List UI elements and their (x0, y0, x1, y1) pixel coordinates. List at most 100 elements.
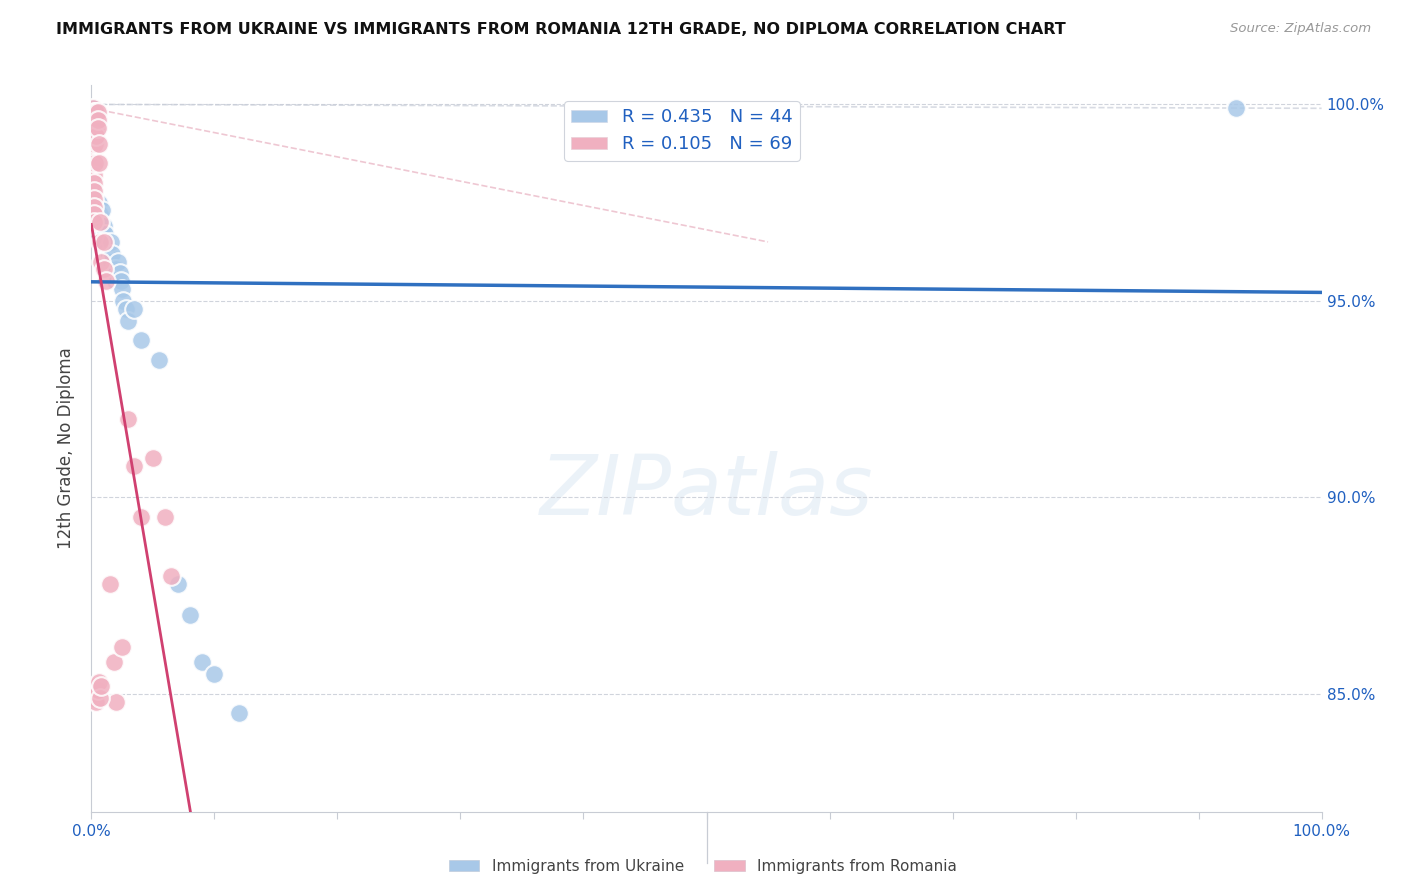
Text: Source: ZipAtlas.com: Source: ZipAtlas.com (1230, 22, 1371, 36)
Point (117, 313, 139, 327)
Point (96, 243, 118, 257)
Point (103, 262, 125, 277)
Point (83, 200, 105, 214)
Point (83, 105, 105, 120)
Point (87, 156, 110, 170)
Point (104, 274, 127, 288)
Point (82, 140, 104, 154)
Point (86, 105, 108, 120)
Point (84, 105, 107, 120)
Point (83, 192, 105, 206)
Point (83, 176, 105, 190)
Point (90, 235, 112, 249)
Point (103, 656, 125, 670)
Point (84, 105, 107, 120)
Point (86, 128, 108, 143)
Point (86, 120, 108, 135)
Point (105, 262, 127, 277)
Point (82, 105, 104, 120)
Point (82, 690, 104, 705)
Point (100, 254, 122, 268)
Point (129, 333, 152, 347)
Point (83, 128, 105, 143)
Point (84, 113, 107, 128)
Point (124, 458, 146, 473)
Point (91, 223, 114, 237)
Point (97, 246, 120, 260)
Point (84, 156, 107, 170)
Point (166, 576, 188, 591)
Point (86, 682, 108, 697)
Point (83, 145, 105, 159)
Point (1225, 101, 1247, 115)
Point (89, 207, 111, 221)
Point (83, 161, 105, 175)
Point (98, 576, 121, 591)
Point (101, 246, 124, 260)
Point (191, 656, 214, 670)
Point (100, 235, 122, 249)
Point (87, 195, 110, 210)
Point (96, 274, 117, 288)
Point (82, 101, 104, 115)
Point (83, 184, 105, 198)
Point (83, 168, 105, 182)
Point (90, 679, 112, 693)
Point (82, 180, 104, 194)
Text: IMMIGRANTS FROM UKRAINE VS IMMIGRANTS FROM ROMANIA 12TH GRADE, NO DIPLOMA CORREL: IMMIGRANTS FROM UKRAINE VS IMMIGRANTS FR… (56, 22, 1066, 37)
Point (91, 203, 114, 218)
Point (83, 136, 105, 151)
Point (142, 451, 165, 466)
Point (82, 164, 104, 178)
Point (83, 120, 105, 135)
Point (111, 640, 134, 654)
Point (82, 211, 104, 226)
Point (82, 203, 104, 218)
Text: ZIPatlas: ZIPatlas (540, 451, 873, 533)
Point (93, 239, 115, 253)
Point (112, 293, 135, 308)
Point (89, 215, 111, 229)
Point (105, 270, 128, 285)
Point (86, 695, 108, 709)
Point (90, 254, 112, 268)
Point (89, 235, 111, 249)
Point (84, 128, 107, 143)
Point (84, 136, 107, 151)
Point (148, 352, 170, 367)
Point (82, 172, 104, 186)
Point (160, 569, 183, 583)
Legend: R = 0.435   N = 44, R = 0.105   N = 69: R = 0.435 N = 44, R = 0.105 N = 69 (564, 101, 800, 161)
Point (86, 113, 108, 128)
Point (129, 510, 152, 524)
Point (117, 411, 139, 425)
Point (94, 227, 117, 241)
Legend: Immigrants from Ukraine, Immigrants from Romania: Immigrants from Ukraine, Immigrants from… (443, 853, 963, 880)
Point (82, 117, 104, 131)
Point (110, 274, 132, 288)
Point (83, 153, 105, 167)
Point (84, 120, 107, 135)
Point (93, 219, 115, 234)
Point (86, 113, 108, 128)
Point (93, 262, 115, 277)
Point (114, 301, 138, 316)
Y-axis label: 12th Grade, No Diploma: 12th Grade, No Diploma (58, 347, 76, 549)
Point (153, 510, 177, 524)
Point (86, 120, 108, 135)
Point (105, 695, 127, 709)
Point (108, 266, 131, 280)
Point (82, 148, 104, 162)
Point (82, 195, 104, 210)
Point (93, 235, 115, 249)
Point (98, 254, 121, 268)
Point (83, 687, 105, 701)
Point (84, 109, 107, 123)
Point (228, 706, 250, 721)
Point (82, 109, 104, 123)
Point (82, 156, 104, 170)
Point (179, 608, 201, 623)
Point (86, 105, 108, 120)
Point (87, 215, 110, 229)
Point (82, 125, 104, 139)
